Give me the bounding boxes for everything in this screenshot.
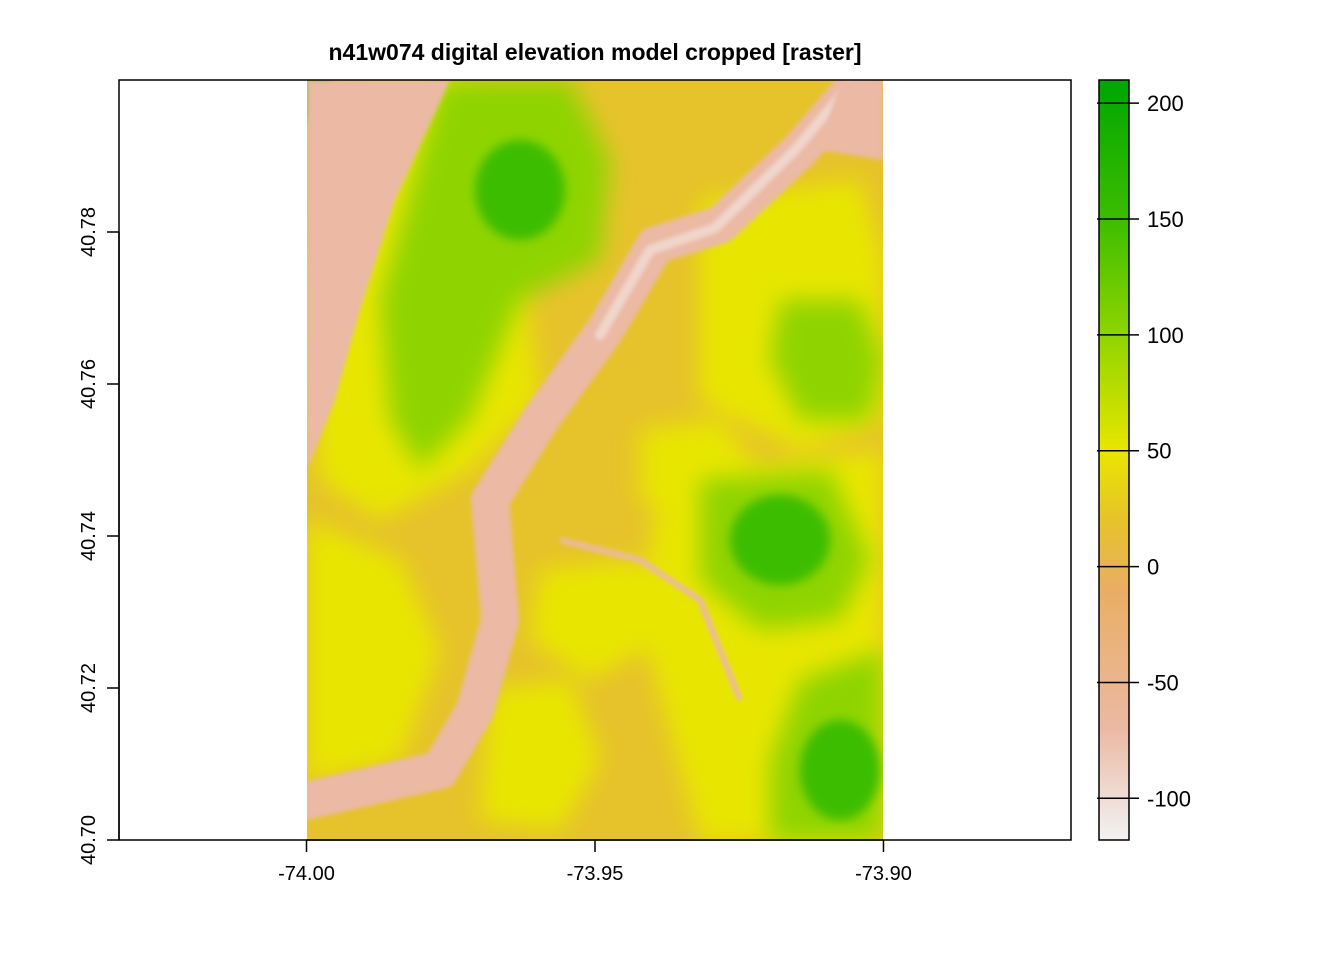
legend-ticks: 200 150 100 50 0 -50 -100	[1097, 91, 1191, 811]
rivers	[307, 80, 883, 819]
legend-bar	[1099, 80, 1129, 840]
ridge-east	[730, 495, 830, 585]
legend-tick-label: 0	[1147, 555, 1159, 580]
hudson-river	[307, 80, 450, 470]
east-river-highlight	[595, 80, 855, 340]
x-tick-label: -74.00	[278, 863, 335, 885]
legend-tick-label: 200	[1147, 91, 1184, 116]
x-tick-label: -73.95	[567, 863, 624, 885]
chart-title: n41w074 digital elevation model cropped …	[329, 39, 862, 65]
east-river-bend	[820, 80, 883, 160]
raster-image	[307, 80, 883, 840]
legend-tick-label: -100	[1147, 786, 1191, 811]
ridge-southeast	[800, 720, 880, 820]
legend-tick-label: 100	[1147, 323, 1184, 348]
color-legend: 200 150 100 50 0 -50 -100	[1097, 79, 1191, 841]
y-tick-label: 40.70	[78, 815, 100, 865]
y-tick-label: 40.78	[78, 207, 100, 257]
south-plain	[480, 680, 600, 830]
x-tick-label: -73.90	[855, 863, 912, 885]
newtown-creek	[559, 537, 743, 702]
queens-upland	[770, 300, 883, 420]
legend-tick-label: 50	[1147, 439, 1171, 464]
x-axis: -74.00 -73.95 -73.90	[278, 839, 912, 885]
legend-frame	[1098, 79, 1130, 841]
legend-tick-label: -50	[1147, 670, 1179, 695]
y-tick-label: 40.72	[78, 663, 100, 713]
y-axis: 40.70 40.72 40.74 40.76 40.78	[78, 207, 120, 865]
southwest-plain	[307, 520, 440, 780]
high-areas	[307, 80, 880, 820]
legend-tick-label: 150	[1147, 207, 1184, 232]
ridge-north	[475, 140, 565, 240]
center-plain	[530, 560, 660, 680]
y-tick-label: 40.74	[78, 511, 100, 561]
y-tick-label: 40.76	[78, 359, 100, 409]
